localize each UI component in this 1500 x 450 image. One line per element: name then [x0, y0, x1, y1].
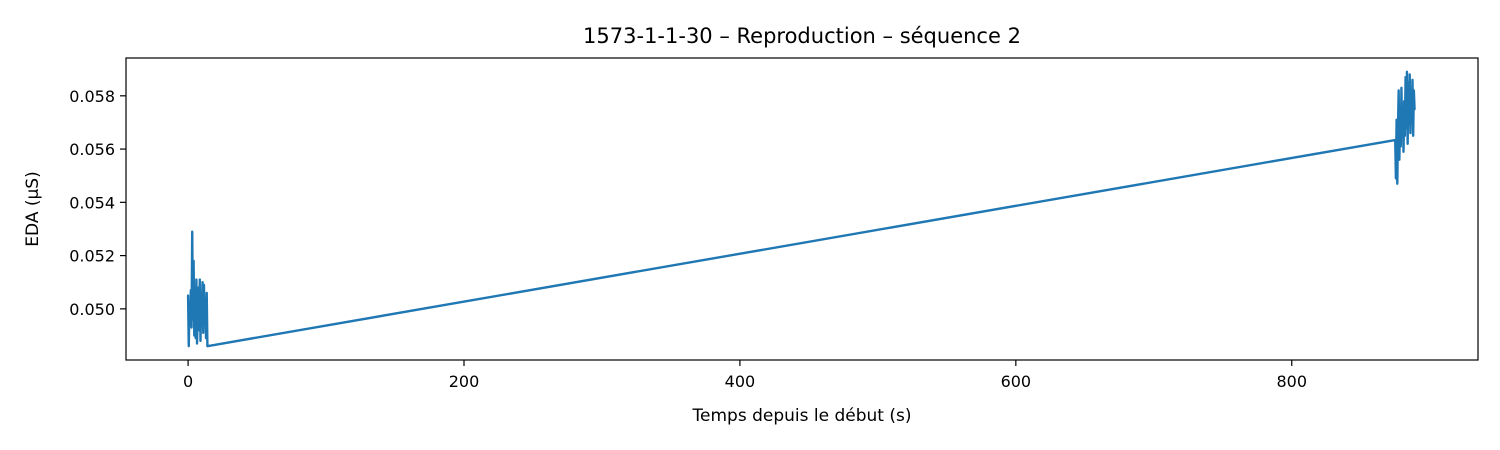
y-tick-label: 0.056 [69, 140, 115, 159]
plot-area [186, 70, 1416, 348]
x-tick-label: 200 [449, 372, 480, 391]
series-line-1 [186, 70, 1416, 348]
y-axis-label: EDA (µS) [23, 171, 43, 246]
y-tick-label: 0.054 [69, 193, 115, 212]
x-tick-label: 800 [1276, 372, 1307, 391]
x-axis: 0 200 400 600 800 [183, 360, 1307, 391]
y-tick-label: 0.052 [69, 247, 115, 266]
x-axis-label: Temps depuis le début (s) [692, 406, 912, 426]
y-axis: 0.050 0.052 0.054 0.056 0.058 [69, 87, 126, 319]
plot-frame [125, 57, 1479, 361]
y-tick-label: 0.050 [69, 300, 115, 319]
y-tick-label: 0.058 [69, 87, 115, 106]
chart-title: 1573-1-1-30 – Reproduction – séquence 2 [583, 24, 1021, 48]
x-tick-label: 0 [183, 372, 193, 391]
x-tick-label: 400 [725, 372, 756, 391]
x-tick-label: 600 [1001, 372, 1032, 391]
